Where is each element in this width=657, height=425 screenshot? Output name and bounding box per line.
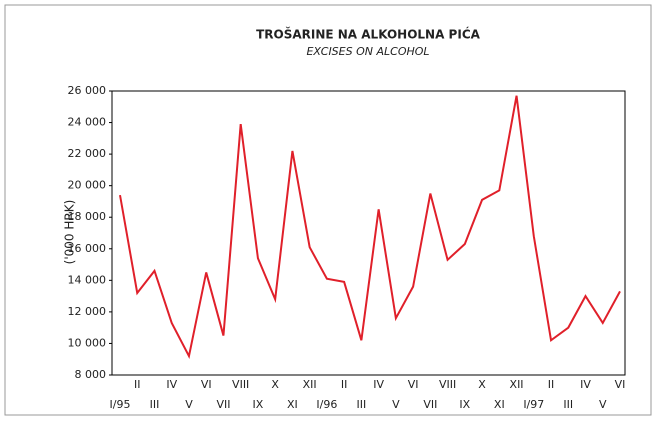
x-tick-label: II <box>341 378 348 391</box>
chart-subtitle: EXCISES ON ALCOHOL <box>306 45 429 58</box>
y-tick-label: 26 000 <box>68 84 107 97</box>
x-tick-label: VI <box>615 378 626 391</box>
x-tick-label: III <box>150 398 160 411</box>
x-tick-label: II <box>548 378 555 391</box>
x-tick-label: VIII <box>232 378 249 391</box>
chart-title: TROŠARINE NA ALKOHOLNA PIĆA <box>256 27 481 42</box>
x-tick-label: V <box>599 398 607 411</box>
x-tick-label: IX <box>253 398 264 411</box>
frame <box>4 4 652 416</box>
x-tick-label: IV <box>580 378 591 391</box>
x-tick-label: IX <box>459 398 470 411</box>
y-tick-label: 22 000 <box>68 147 107 160</box>
x-tick-label: VIII <box>439 378 456 391</box>
x-tick-label: III <box>563 398 573 411</box>
x-tick-label: XII <box>510 378 524 391</box>
plot-area <box>111 90 626 376</box>
y-tick-label: 20 000 <box>68 179 107 192</box>
x-tick-label: IV <box>166 378 177 391</box>
x-tick-label: III <box>357 398 367 411</box>
y-tick-label: 10 000 <box>68 336 107 349</box>
x-tick-label: VI <box>201 378 212 391</box>
y-tick-label: 24 000 <box>68 116 107 129</box>
x-tick-label: I/95 <box>110 398 131 411</box>
x-tick-label: VII <box>423 398 437 411</box>
y-tick-label: 18 000 <box>68 210 107 223</box>
y-axis-label: ('000 HRK) <box>63 200 77 265</box>
y-tick-label: 16 000 <box>68 242 107 255</box>
x-tick-label: I/96 <box>316 398 337 411</box>
x-tick-label: XI <box>287 398 298 411</box>
x-tick-label: I/97 <box>523 398 544 411</box>
x-tick-label: VI <box>408 378 419 391</box>
x-tick-label: VII <box>216 398 230 411</box>
y-tick-label: 14 000 <box>68 273 107 286</box>
x-tick-label: V <box>185 398 193 411</box>
y-tick-label: 12 000 <box>68 305 107 318</box>
x-tick-label: V <box>392 398 400 411</box>
x-tick-label: X <box>271 378 279 391</box>
line <box>119 95 621 360</box>
x-tick-label: II <box>134 378 141 391</box>
x-tick-label: XII <box>303 378 317 391</box>
x-tick-label: IV <box>373 378 384 391</box>
x-tick-label: XI <box>494 398 505 411</box>
x-tick-label: X <box>478 378 486 391</box>
y-tick-label: 8 000 <box>75 368 107 381</box>
